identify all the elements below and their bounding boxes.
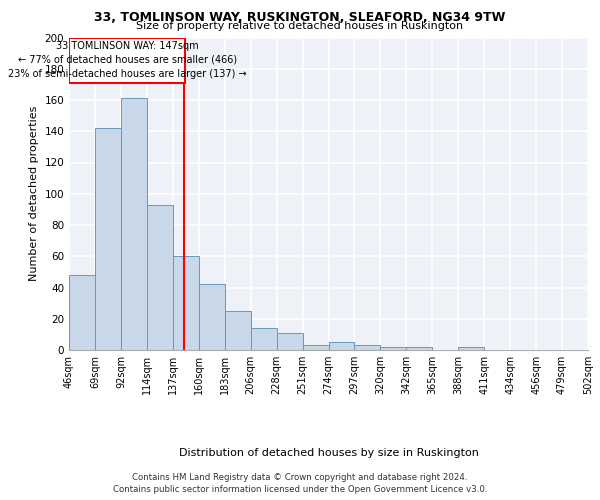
Bar: [95, 128, 121, 350]
Text: 23% of semi-detached houses are larger (137) →: 23% of semi-detached houses are larger (…: [8, 68, 247, 78]
Bar: [355, 346, 380, 350]
Bar: [69, 38, 185, 83]
Bar: [458, 347, 484, 350]
Bar: [302, 346, 329, 350]
Bar: [199, 284, 224, 350]
Text: Size of property relative to detached houses in Ruskington: Size of property relative to detached ho…: [136, 21, 464, 31]
Text: 33 TOMLINSON WAY: 147sqm: 33 TOMLINSON WAY: 147sqm: [56, 40, 199, 50]
Bar: [277, 333, 302, 350]
Bar: [380, 347, 406, 350]
Text: ← 77% of detached houses are smaller (466): ← 77% of detached houses are smaller (46…: [17, 54, 237, 64]
Bar: [69, 275, 95, 350]
Bar: [251, 328, 277, 350]
Bar: [225, 311, 251, 350]
Text: Contains HM Land Registry data © Crown copyright and database right 2024.
Contai: Contains HM Land Registry data © Crown c…: [113, 472, 487, 494]
Y-axis label: Number of detached properties: Number of detached properties: [29, 106, 39, 282]
Bar: [173, 256, 199, 350]
Bar: [406, 347, 432, 350]
Text: Distribution of detached houses by size in Ruskington: Distribution of detached houses by size …: [179, 448, 479, 458]
Bar: [147, 204, 173, 350]
Bar: [329, 342, 355, 350]
Bar: [121, 98, 147, 350]
Text: 33, TOMLINSON WAY, RUSKINGTON, SLEAFORD, NG34 9TW: 33, TOMLINSON WAY, RUSKINGTON, SLEAFORD,…: [94, 11, 506, 24]
